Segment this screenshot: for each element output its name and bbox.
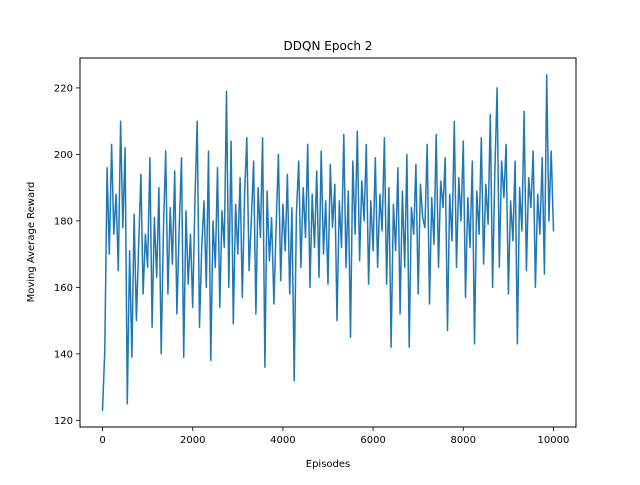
x-tick-label: 10000 [538,435,570,446]
y-tick-label: 220 [54,83,73,94]
y-tick-label: 200 [54,150,73,161]
x-ticks: 0 2000 4000 6000 8000 10000 [99,427,569,446]
x-axis-label: Episodes [306,459,350,470]
y-tick-label: 120 [54,416,73,427]
x-tick-label: 4000 [270,435,295,446]
y-tick-label: 180 [54,216,73,227]
y-axis-label: Moving Average Reward [26,182,37,303]
x-tick-label: 8000 [451,435,476,446]
y-tick-label: 140 [54,349,73,360]
plot-layer [101,73,555,412]
x-tick-label: 6000 [360,435,385,446]
series-line-0 [101,73,555,412]
axes-frame [79,57,577,428]
x-tick-label: 0 [99,435,105,446]
x-tick-label: 2000 [180,435,205,446]
y-ticks: 120 140 160 180 200 220 [54,83,80,427]
y-tick-label: 160 [54,283,73,294]
chart-title: DDQN Epoch 2 [284,39,373,53]
